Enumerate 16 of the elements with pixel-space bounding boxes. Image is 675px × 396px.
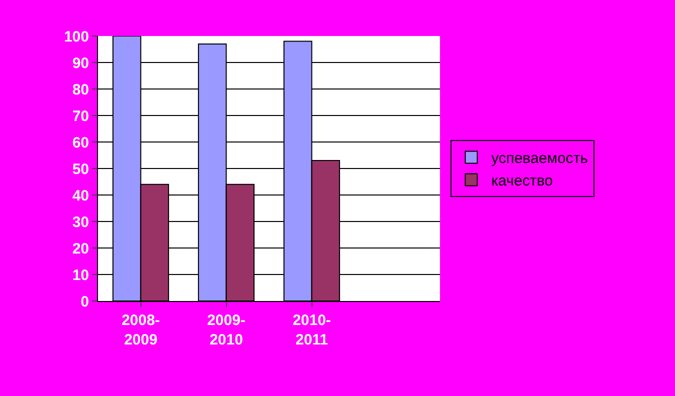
y-tick-label: 70 [72,108,89,125]
legend-label: успеваемость [491,150,588,168]
x-tick-label: 2009-2010 [207,312,246,348]
y-tick-label: 50 [72,160,89,178]
y-tick-label: 60 [72,134,89,152]
x-tick-label: 2008-2009 [122,312,160,348]
y-tick-label: 0 [80,293,89,310]
y-tick-label: 30 [72,214,89,231]
y-tick-label: 90 [72,54,89,72]
y-tick-label: 10 [72,266,89,284]
x-tick-label: 2010-2011 [292,312,331,348]
legend-label: качество [491,172,553,190]
y-tick-label: 100 [64,28,89,46]
y-tick-label: 80 [72,81,89,98]
y-tick-label: 40 [72,187,89,204]
y-tick-label: 20 [72,240,89,258]
